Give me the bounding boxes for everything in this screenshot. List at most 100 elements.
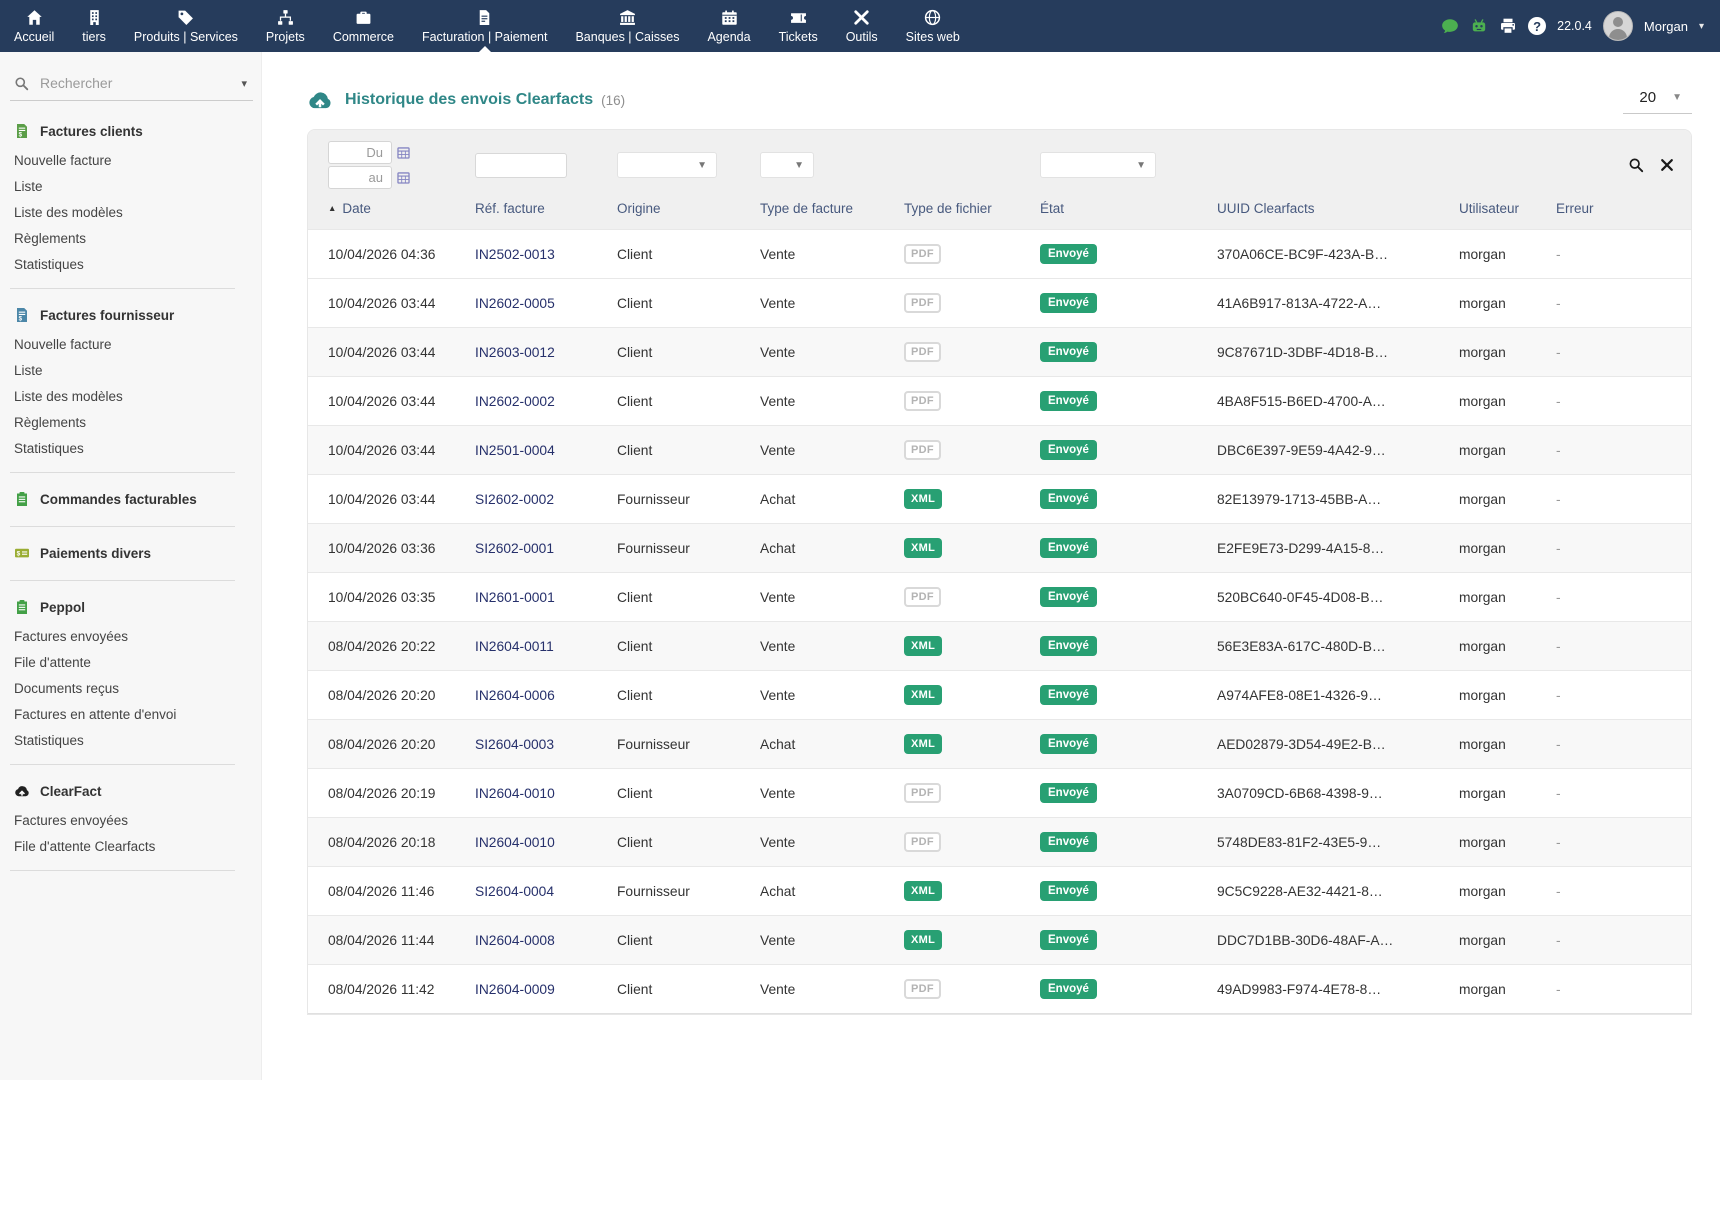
sidebar-section-title-paiements-divers[interactable]: Paiements divers — [0, 527, 261, 569]
sidebar-section-title-commandes-facturables[interactable]: Commandes facturables — [0, 473, 261, 515]
sidebar-section-title-peppol[interactable]: Peppol — [0, 581, 261, 623]
invoice-type-cell: Vente — [740, 230, 884, 279]
printer-icon[interactable] — [1499, 17, 1517, 35]
top-menu-commerce[interactable]: Commerce — [319, 0, 408, 52]
help-icon[interactable]: ? — [1528, 17, 1546, 35]
search-scope-caret-icon[interactable]: ▾ — [241, 77, 249, 90]
sidebar-item-nouvelle-facture[interactable]: Nouvelle facture — [0, 147, 261, 173]
sidebar-item-statistiques[interactable]: Statistiques — [0, 251, 261, 277]
top-menu-projets[interactable]: Projets — [252, 0, 319, 52]
invoice-ref-link[interactable]: IN2601-0001 — [475, 590, 555, 605]
search-input[interactable] — [38, 74, 232, 92]
sidebar-item-liste-des-modeles[interactable]: Liste des modèles — [0, 383, 261, 409]
date-cell: 10/04/2026 03:35 — [308, 573, 455, 622]
status-cell: Envoyé — [1020, 671, 1197, 720]
top-menu-label: Banques | Caisses — [575, 30, 679, 44]
top-menu-agenda[interactable]: Agenda — [693, 0, 764, 52]
date-cell: 08/04/2026 11:42 — [308, 965, 455, 1014]
status-cell: Envoyé — [1020, 769, 1197, 818]
invoice-ref-link[interactable]: SI2604-0004 — [475, 884, 554, 899]
top-menu-banques-caisses[interactable]: Banques | Caisses — [561, 0, 693, 52]
sidebar-item-factures-envoyees[interactable]: Factures envoyées — [0, 623, 261, 649]
sidebar-item-reglements[interactable]: Règlements — [0, 409, 261, 435]
invoice-ref-link[interactable]: SI2602-0001 — [475, 541, 554, 556]
chevron-down-icon[interactable]: ▾ — [1699, 21, 1704, 32]
invoice-ref-link[interactable]: SI2602-0002 — [475, 492, 554, 507]
top-menu-produits-services[interactable]: Produits | Services — [120, 0, 252, 52]
status-filter-select[interactable]: ▼ — [1040, 152, 1156, 178]
search-submit-icon[interactable] — [1628, 157, 1644, 173]
sidebar-item-factures-en-attente-d-envoi[interactable]: Factures en attente d'envoi — [0, 701, 261, 727]
sidebar-item-liste-des-modeles[interactable]: Liste des modèles — [0, 199, 261, 225]
home-icon — [26, 9, 43, 26]
column-header-uuid-clearfacts[interactable]: UUID Clearfacts — [1197, 199, 1439, 230]
file-type-badge: XML — [904, 538, 942, 558]
calendar-picker-icon[interactable] — [397, 146, 410, 159]
invoice-ref-link[interactable]: IN2603-0012 — [475, 345, 555, 360]
user-cell: morgan — [1439, 524, 1536, 573]
invoice-ref-link[interactable]: IN2604-0011 — [475, 639, 554, 654]
sidebar-item-statistiques[interactable]: Statistiques — [0, 727, 261, 753]
invoice-ref-link[interactable]: IN2602-0002 — [475, 394, 555, 409]
sidebar-item-liste[interactable]: Liste — [0, 357, 261, 383]
sidebar-item-liste[interactable]: Liste — [0, 173, 261, 199]
sidebar-item-factures-envoyees[interactable]: Factures envoyées — [0, 807, 261, 833]
page-title: Historique des envois Clearfacts — [345, 91, 593, 109]
sidebar-item-reglements[interactable]: Règlements — [0, 225, 261, 251]
page-size-select[interactable]: 20 ▼ — [1623, 86, 1692, 114]
ref-filter-input[interactable] — [475, 153, 567, 178]
clear-filters-icon[interactable] — [1659, 157, 1675, 173]
invoice-ref-link[interactable]: IN2604-0006 — [475, 688, 555, 703]
column-header-type-de-fichier[interactable]: Type de fichier — [884, 199, 1020, 230]
invoice-ref-link[interactable]: IN2502-0013 — [475, 247, 555, 262]
origin-cell: Client — [597, 377, 740, 426]
origin-filter-select[interactable]: ▼ — [617, 152, 717, 178]
status-badge: Envoyé — [1040, 244, 1097, 264]
user-menu[interactable]: Morgan — [1644, 19, 1688, 34]
top-menu-tiers[interactable]: tiers — [68, 0, 120, 52]
invoice-type-filter-select[interactable]: ▼ — [760, 152, 814, 178]
top-navbar: AccueiltiersProduits | ServicesProjetsCo… — [0, 0, 1720, 52]
invoice-ref-link[interactable]: IN2604-0009 — [475, 982, 555, 997]
top-menu-label: Sites web — [906, 30, 960, 44]
top-menu-outils[interactable]: Outils — [832, 0, 892, 52]
column-header-etat[interactable]: État — [1020, 199, 1197, 230]
invoice-ref-link[interactable]: IN2602-0005 — [475, 296, 555, 311]
avatar[interactable] — [1603, 11, 1633, 41]
file-type-cell: PDF — [884, 965, 1020, 1014]
status-badge: Envoyé — [1040, 342, 1097, 362]
invoice-ref-link[interactable]: IN2501-0004 — [475, 443, 555, 458]
sidebar-item-file-d-attente-clearfacts[interactable]: File d'attente Clearfacts — [0, 833, 261, 859]
sidebar-item-file-d-attente[interactable]: File d'attente — [0, 649, 261, 675]
sidebar-section-title-clearfact[interactable]: ClearFact — [0, 765, 261, 807]
user-cell: morgan — [1439, 328, 1536, 377]
sidebar-item-statistiques[interactable]: Statistiques — [0, 435, 261, 461]
column-header-ref-facture[interactable]: Réf. facture — [455, 199, 597, 230]
robot-icon[interactable] — [1470, 17, 1488, 35]
file-type-badge: XML — [904, 489, 942, 509]
sidebar-section-title-factures-clients[interactable]: Factures clients — [0, 105, 261, 147]
column-header-type-de-facture[interactable]: Type de facture — [740, 199, 884, 230]
status-cell: Envoyé — [1020, 818, 1197, 867]
sidebar-item-documents-recus[interactable]: Documents reçus — [0, 675, 261, 701]
invoice-ref-link[interactable]: IN2604-0010 — [475, 786, 555, 801]
column-header-origine[interactable]: Origine — [597, 199, 740, 230]
top-menu-tickets[interactable]: Tickets — [765, 0, 832, 52]
date-from-filter[interactable] — [328, 141, 392, 164]
sidebar-item-nouvelle-facture[interactable]: Nouvelle facture — [0, 331, 261, 357]
user-cell: morgan — [1439, 769, 1536, 818]
top-menu-facturation-paiement[interactable]: Facturation | Paiement — [408, 0, 562, 52]
invoice-ref-link[interactable]: SI2604-0003 — [475, 737, 554, 752]
date-to-filter[interactable] — [328, 166, 392, 189]
calendar-picker-icon[interactable] — [397, 171, 410, 184]
comment-icon[interactable] — [1441, 17, 1459, 35]
invoice-ref-link[interactable]: IN2604-0008 — [475, 933, 555, 948]
sidebar-section-title-factures-fournisseur[interactable]: Factures fournisseur — [0, 289, 261, 331]
column-header-date[interactable]: ▲Date — [308, 199, 455, 230]
column-header-utilisateur[interactable]: Utilisateur — [1439, 199, 1536, 230]
top-menu-accueil[interactable]: Accueil — [0, 0, 68, 52]
top-menu-sites-web[interactable]: Sites web — [892, 0, 974, 52]
invoice-ref-link[interactable]: IN2604-0010 — [475, 835, 555, 850]
origin-cell: Client — [597, 671, 740, 720]
column-header-erreur[interactable]: Erreur — [1536, 199, 1692, 230]
